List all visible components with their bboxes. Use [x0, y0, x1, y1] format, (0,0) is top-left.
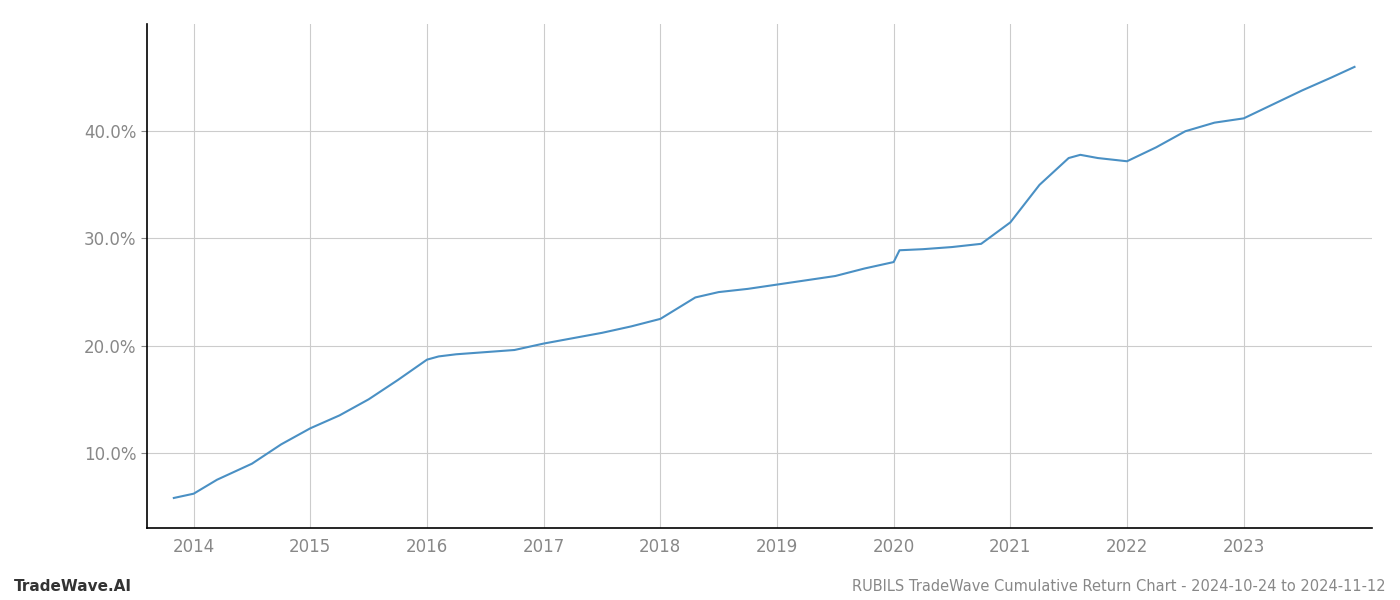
Text: TradeWave.AI: TradeWave.AI [14, 579, 132, 594]
Text: RUBILS TradeWave Cumulative Return Chart - 2024-10-24 to 2024-11-12: RUBILS TradeWave Cumulative Return Chart… [853, 579, 1386, 594]
